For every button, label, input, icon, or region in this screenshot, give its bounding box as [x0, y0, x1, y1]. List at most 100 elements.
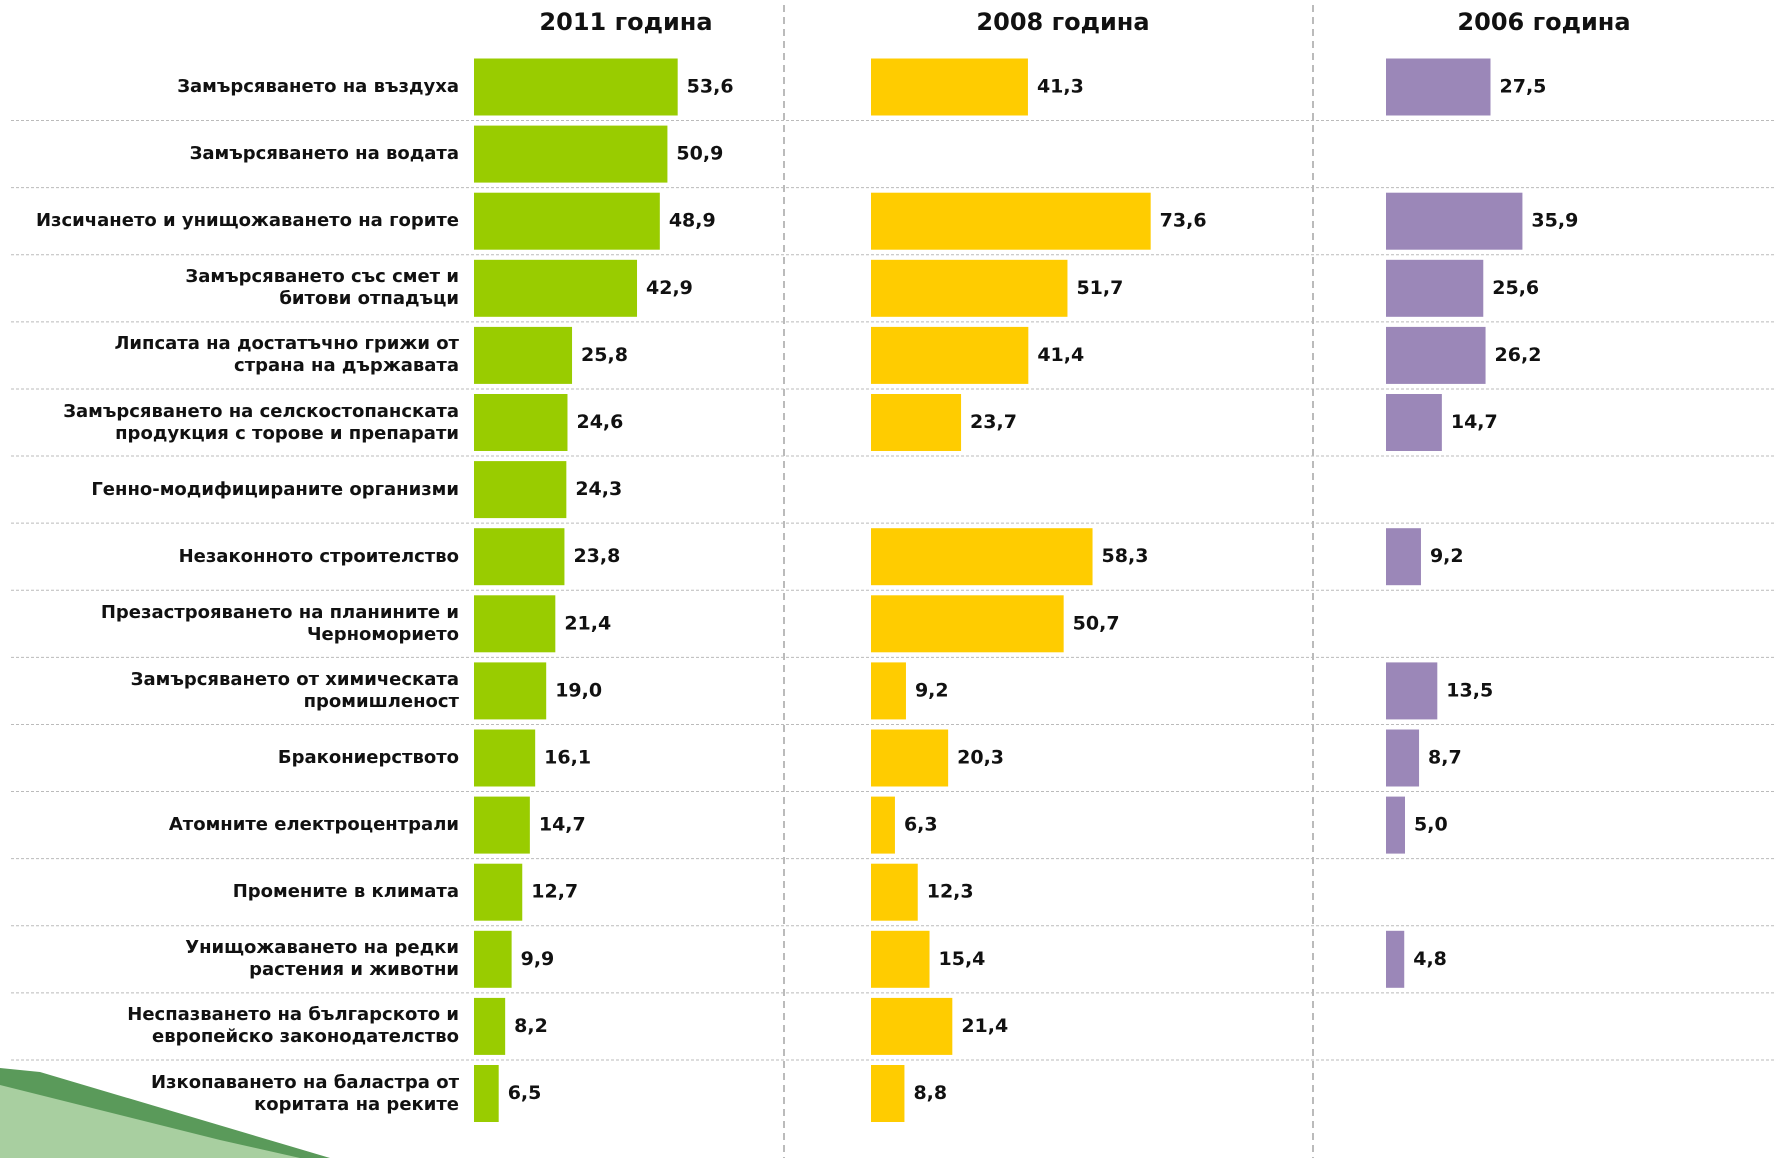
bar: [871, 997, 953, 1055]
value-label: 9,2: [1430, 545, 1464, 567]
value-label: 53,6: [687, 76, 734, 98]
bar: [474, 595, 556, 653]
category-label: Бракониерството: [277, 747, 459, 768]
value-label: 50,7: [1073, 612, 1120, 634]
value-label: 26,2: [1495, 344, 1542, 366]
value-label: 23,7: [970, 411, 1017, 433]
bar: [1386, 192, 1523, 250]
value-label: 42,9: [646, 277, 693, 299]
value-label: 9,9: [521, 948, 555, 970]
bar: [871, 930, 930, 988]
value-label: 6,3: [904, 814, 938, 836]
bar: [474, 58, 678, 116]
bar: [871, 1065, 905, 1122]
category-label: Изсичането и унищожаването на горите: [35, 210, 459, 232]
series-header: 2006 година: [1457, 8, 1630, 36]
decoration: [0, 1085, 300, 1158]
category-label: Неспазването на българското и европейско…: [127, 1004, 459, 1048]
bar: [871, 662, 906, 720]
bar: [1386, 662, 1438, 720]
value-label: 41,3: [1037, 76, 1084, 98]
bar: [474, 863, 523, 921]
value-label: 21,4: [961, 1015, 1008, 1037]
bar: [1386, 259, 1484, 317]
value-label: 23,8: [573, 545, 620, 567]
bar: [871, 58, 1028, 116]
bar: [1386, 394, 1442, 451]
value-label: 4,8: [1413, 948, 1447, 970]
category-label: Замърсяването на водата: [189, 143, 459, 165]
bar: [1386, 326, 1486, 384]
bar: [871, 394, 962, 451]
value-label: 19,0: [555, 679, 602, 701]
value-label: 25,6: [1492, 277, 1539, 299]
value-label: 25,8: [581, 344, 628, 366]
value-label: 8,7: [1428, 747, 1462, 769]
value-label: 5,0: [1414, 814, 1448, 836]
category-label: Замърсяването на въздуха: [177, 76, 459, 97]
series-header: 2011 година: [539, 8, 712, 36]
value-label: 41,4: [1037, 344, 1084, 366]
bar: [474, 394, 568, 451]
value-label: 8,8: [913, 1082, 947, 1104]
series-header: 2008 година: [976, 8, 1149, 36]
bar: [474, 729, 536, 787]
bar: [871, 796, 895, 854]
value-label: 12,7: [531, 881, 578, 903]
value-label: 13,5: [1446, 679, 1493, 701]
bar: [474, 125, 668, 183]
bar: [474, 192, 660, 250]
value-label: 14,7: [1451, 411, 1498, 433]
value-label: 8,2: [514, 1015, 548, 1037]
value-label: 24,6: [576, 411, 623, 433]
category-label: Презастрояването на планините и Черномор…: [100, 601, 459, 645]
category-label: Промените в климата: [232, 881, 459, 903]
bar: [474, 461, 567, 519]
bar: [1386, 796, 1405, 854]
value-label: 50,9: [676, 143, 723, 165]
category-label: Генно-модифицираните организми: [91, 478, 459, 500]
bar: [1386, 729, 1420, 787]
value-label: 20,3: [957, 747, 1004, 769]
bar: [474, 1065, 499, 1122]
category-label: Унищожаването на редки растения и животн…: [185, 937, 459, 981]
category-label: Липсата на достатъчно грижи от страна на…: [114, 333, 459, 377]
bar: [871, 528, 1093, 586]
category-label: Атомните електроцентрали: [168, 814, 459, 836]
value-label: 15,4: [939, 948, 986, 970]
value-label: 6,5: [508, 1082, 542, 1104]
category-label: Замърсяването със смет и битови отпадъци: [185, 266, 459, 310]
bar: [474, 796, 530, 854]
category-label: Незаконното строителство: [178, 545, 459, 567]
value-label: 58,3: [1102, 545, 1149, 567]
value-label: 12,3: [927, 881, 974, 903]
bar: [474, 326, 573, 384]
bar: [871, 192, 1151, 250]
category-label: Изкопаването на баластра от коритата на …: [150, 1071, 459, 1115]
value-label: 27,5: [1500, 76, 1547, 98]
category-label: Замърсяването от химическата промишленос…: [130, 668, 459, 712]
value-label: 16,1: [544, 747, 591, 769]
value-label: 9,2: [915, 679, 949, 701]
bar: [1386, 528, 1421, 586]
value-label: 48,9: [669, 210, 716, 232]
value-label: 73,6: [1160, 210, 1207, 232]
bar: [1386, 58, 1491, 116]
bar: [871, 326, 1029, 384]
value-label: 14,7: [539, 814, 586, 836]
bar: [871, 863, 918, 921]
bar: [474, 997, 506, 1055]
value-label: 51,7: [1076, 277, 1123, 299]
value-label: 21,4: [564, 612, 611, 634]
bar: [474, 662, 547, 720]
bar: [474, 930, 512, 988]
bar: [1386, 930, 1405, 988]
value-label: 24,3: [575, 478, 622, 500]
category-label: Замърсяването на селскостопанската проду…: [63, 400, 459, 444]
bar: [871, 595, 1064, 653]
bar: [871, 729, 949, 787]
bar: [474, 259, 638, 317]
bar: [474, 528, 565, 586]
